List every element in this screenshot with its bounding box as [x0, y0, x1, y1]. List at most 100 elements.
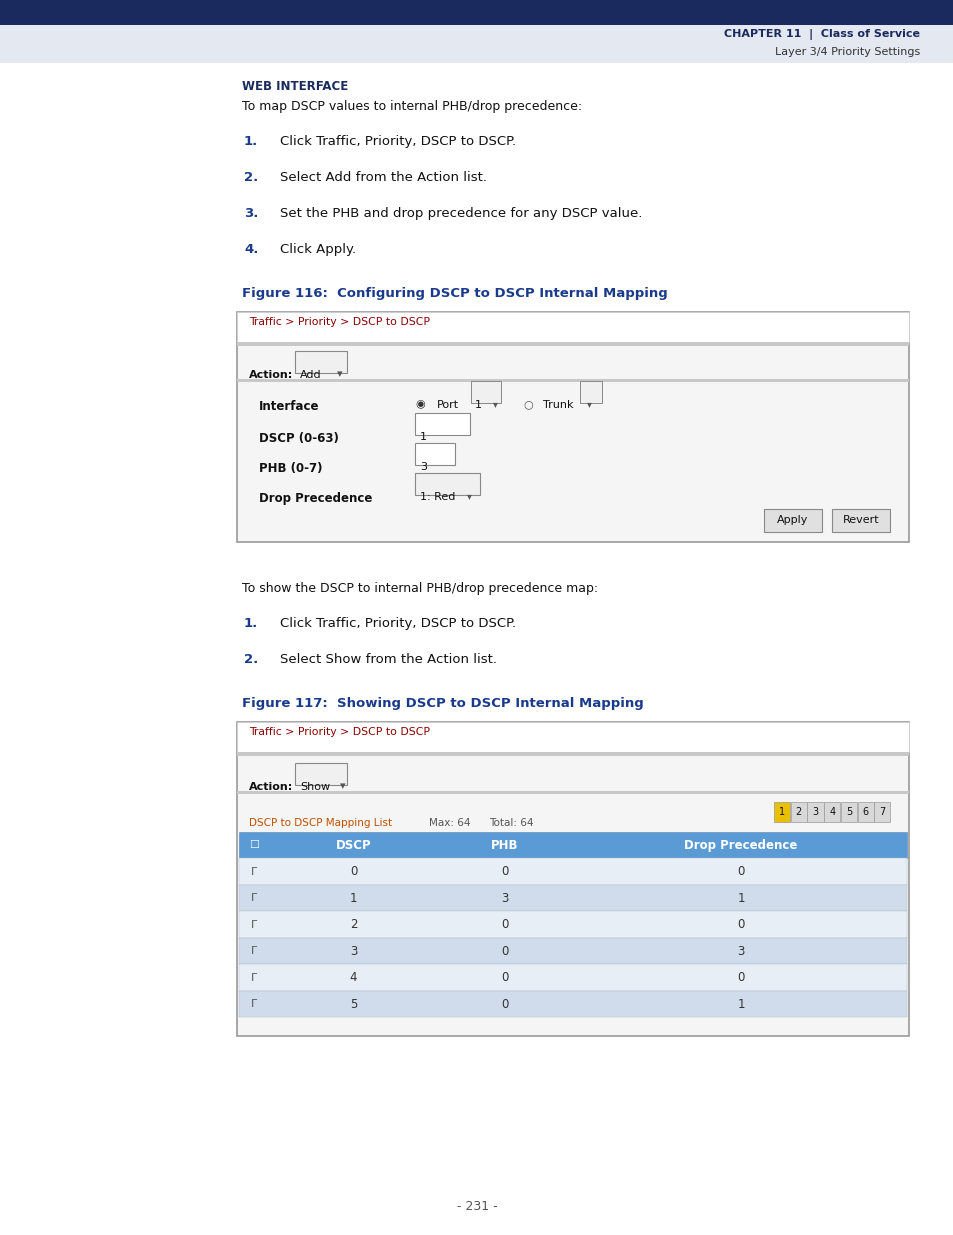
Text: 1: 1 [737, 892, 744, 905]
Text: 7: 7 [879, 806, 884, 818]
Text: PHB (0-7): PHB (0-7) [258, 462, 322, 475]
Text: ▾: ▾ [493, 399, 497, 409]
Bar [294, 763, 347, 785]
Text: Revert: Revert [841, 515, 879, 526]
Text: 0: 0 [500, 919, 508, 931]
Bar [806, 802, 822, 823]
Text: Drop Precedence: Drop Precedence [683, 839, 797, 852]
Text: Layer 3/4 Priority Settings: Layer 3/4 Priority Settings [774, 47, 919, 57]
Text: 0: 0 [350, 866, 356, 878]
Bar [831, 509, 889, 532]
Bar [239, 939, 906, 965]
Text: 3: 3 [419, 462, 427, 472]
Bar [0, 25, 953, 63]
Text: Click Traffic, Priority, DSCP to DSCP.: Click Traffic, Priority, DSCP to DSCP. [280, 618, 516, 630]
Text: WEB INTERFACE: WEB INTERFACE [242, 80, 348, 93]
Bar [857, 802, 873, 823]
Text: To map DSCP values to internal PHB/drop precedence:: To map DSCP values to internal PHB/drop … [242, 100, 581, 112]
Text: Figure 116:  Configuring DSCP to DSCP Internal Mapping: Figure 116: Configuring DSCP to DSCP Int… [242, 287, 667, 300]
Text: Set the PHB and drop precedence for any DSCP value.: Set the PHB and drop precedence for any … [280, 207, 641, 220]
Bar [236, 312, 908, 342]
Text: 1: 1 [475, 400, 481, 410]
Text: ▾: ▾ [336, 369, 342, 379]
Bar [236, 722, 908, 752]
Text: 1: Red: 1: Red [419, 492, 455, 501]
Bar [415, 412, 470, 435]
Text: ☐: ☐ [250, 840, 259, 850]
Text: 3: 3 [812, 806, 818, 818]
Text: 3.: 3. [244, 207, 258, 220]
Text: 2.: 2. [244, 170, 258, 184]
Text: 1.: 1. [244, 135, 258, 148]
Text: 0: 0 [500, 971, 508, 984]
Text: Drop Precedence: Drop Precedence [258, 492, 372, 505]
Bar [236, 722, 908, 1036]
Text: 0: 0 [737, 866, 744, 878]
Text: CHAPTER 11  |  Class of Service: CHAPTER 11 | Class of Service [723, 28, 919, 40]
Text: 1: 1 [350, 892, 356, 905]
Bar [415, 473, 479, 495]
Bar [236, 312, 908, 542]
Text: Γ: Γ [251, 893, 257, 903]
Text: 3: 3 [350, 945, 356, 958]
Bar [239, 965, 906, 990]
Text: 1: 1 [737, 998, 744, 1010]
Text: To show the DSCP to internal PHB/drop precedence map:: To show the DSCP to internal PHB/drop pr… [242, 582, 598, 595]
Text: Apply: Apply [777, 515, 808, 526]
Text: 0: 0 [500, 866, 508, 878]
Text: 1: 1 [779, 806, 784, 818]
Bar [239, 858, 906, 885]
Bar [763, 509, 821, 532]
Text: PHB: PHB [491, 839, 518, 852]
Text: Γ: Γ [251, 973, 257, 983]
Bar [236, 792, 908, 794]
Text: Trunk: Trunk [542, 400, 573, 410]
Bar [294, 351, 347, 373]
Text: ▾: ▾ [339, 781, 345, 790]
Bar [790, 802, 806, 823]
Text: ○: ○ [522, 399, 532, 409]
Text: DSCP: DSCP [335, 839, 371, 852]
Text: 3: 3 [500, 892, 508, 905]
Bar [471, 382, 500, 403]
Text: ▾: ▾ [467, 492, 472, 501]
Text: 1.: 1. [244, 618, 258, 630]
Text: 3: 3 [737, 945, 744, 958]
Bar [236, 752, 908, 756]
Bar [236, 342, 908, 346]
Text: Port: Port [436, 400, 458, 410]
Text: 4.: 4. [244, 243, 258, 256]
Text: Select Show from the Action list.: Select Show from the Action list. [280, 653, 497, 666]
Text: Γ: Γ [251, 920, 257, 930]
Bar [873, 802, 889, 823]
Text: - 231 -: - 231 - [456, 1200, 497, 1213]
Text: 5: 5 [845, 806, 851, 818]
Text: Interface: Interface [258, 400, 319, 412]
Text: Traffic > Priority > DSCP to DSCP: Traffic > Priority > DSCP to DSCP [249, 727, 430, 737]
Text: Add: Add [299, 370, 321, 380]
Text: 1: 1 [419, 432, 427, 442]
Text: Figure 117:  Showing DSCP to DSCP Internal Mapping: Figure 117: Showing DSCP to DSCP Interna… [242, 697, 643, 710]
Bar [239, 911, 906, 939]
Text: DSCP (0-63): DSCP (0-63) [258, 432, 338, 445]
Text: Click Apply.: Click Apply. [280, 243, 355, 256]
Text: ▾: ▾ [586, 399, 591, 409]
Text: 2.: 2. [244, 653, 258, 666]
Text: Show: Show [299, 782, 330, 792]
Text: Γ: Γ [251, 946, 257, 956]
Bar [415, 443, 455, 466]
Text: Select Add from the Action list.: Select Add from the Action list. [280, 170, 486, 184]
Bar [840, 802, 856, 823]
Text: 2: 2 [795, 806, 801, 818]
Text: 4: 4 [828, 806, 835, 818]
Text: 4: 4 [350, 971, 356, 984]
Bar [239, 990, 906, 1018]
Text: 6: 6 [862, 806, 868, 818]
Text: Action:: Action: [249, 370, 293, 380]
Bar [239, 885, 906, 911]
Text: Action:: Action: [249, 782, 293, 792]
Text: Click Traffic, Priority, DSCP to DSCP.: Click Traffic, Priority, DSCP to DSCP. [280, 135, 516, 148]
Text: Γ: Γ [251, 999, 257, 1009]
Text: ◉: ◉ [415, 399, 424, 409]
Bar [0, 0, 953, 25]
